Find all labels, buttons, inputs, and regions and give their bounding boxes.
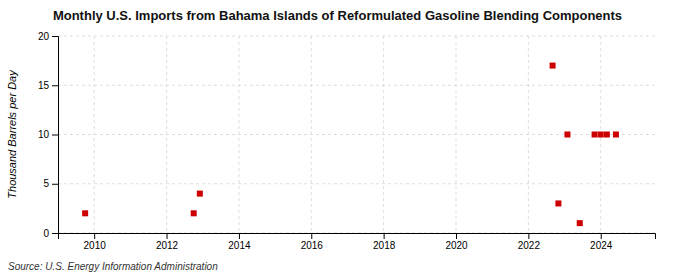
point: [577, 220, 583, 226]
tick: 2020: [445, 233, 468, 251]
point: [564, 132, 570, 138]
tick: 2014: [228, 233, 251, 251]
tick-mark: [528, 233, 529, 239]
tick-mark: [52, 184, 58, 185]
point: [191, 210, 197, 216]
tick: 15: [38, 80, 58, 91]
tick-mark: [311, 233, 312, 239]
tick-mark: [167, 233, 168, 239]
point: [555, 200, 561, 206]
tick-mark: [52, 85, 58, 86]
tick-label: 2016: [301, 240, 324, 251]
tick: 2022: [518, 233, 541, 251]
tick-mark: [52, 233, 58, 234]
axis-line: [59, 234, 656, 240]
tick: 0: [43, 228, 58, 239]
y-axis: 0 5 10 15 20: [38, 31, 59, 239]
tick-mark: [456, 233, 457, 239]
tick-mark: [601, 233, 602, 239]
grid-line: [58, 183, 655, 184]
tick: 2024: [590, 233, 613, 251]
tick-label: 2024: [590, 240, 613, 251]
tick-label: 2012: [156, 240, 179, 251]
tick-mark: [384, 233, 385, 239]
tick: 10: [38, 129, 58, 140]
tick-mark: [94, 233, 95, 239]
grid: [58, 36, 655, 233]
tick: 20: [38, 31, 58, 42]
grid-line: [58, 85, 655, 86]
annotation: Source: U.S. Energy Information Administ…: [8, 261, 218, 272]
tick-label: 0: [43, 228, 49, 239]
tick-label: 2018: [373, 240, 396, 251]
point: [592, 132, 598, 138]
point: [598, 132, 604, 138]
tick-label: 15: [38, 80, 50, 91]
tick-label: 2020: [445, 240, 468, 251]
plot-area: 2010 2012 2014 2016 2018 2020 2022 2024 0 5 10 15 20: [38, 31, 656, 251]
tick: 2016: [301, 233, 324, 251]
tick-label: 5: [43, 178, 49, 189]
axis-line: [52, 37, 59, 234]
grid-line: [58, 36, 655, 37]
points: [82, 63, 619, 227]
point: [613, 132, 619, 138]
point: [197, 191, 203, 197]
tick-label: 2022: [518, 240, 541, 251]
tick-label: 2014: [228, 240, 251, 251]
x-axis: 2010 2012 2014 2016 2018 2020 2022 2024: [59, 233, 656, 251]
point: [604, 132, 610, 138]
tick: 2018: [373, 233, 396, 251]
tick-mark: [239, 233, 240, 239]
tick-mark: [52, 135, 58, 136]
tick: 5: [43, 178, 58, 189]
point: [82, 210, 88, 216]
title: Monthly U.S. Imports from Bahama Islands…: [53, 8, 622, 23]
chart: 2010201220142016201820202022202405101520…: [0, 0, 675, 275]
tick-label: 20: [38, 31, 50, 42]
y-axis-label: Thousand Barrels per Day: [6, 69, 18, 199]
point: [550, 63, 556, 69]
tick-label: 2010: [84, 240, 107, 251]
tick: 2010: [84, 233, 107, 251]
tick-label: 10: [38, 129, 50, 140]
tick: 2012: [156, 233, 179, 251]
tick-mark: [52, 36, 58, 37]
